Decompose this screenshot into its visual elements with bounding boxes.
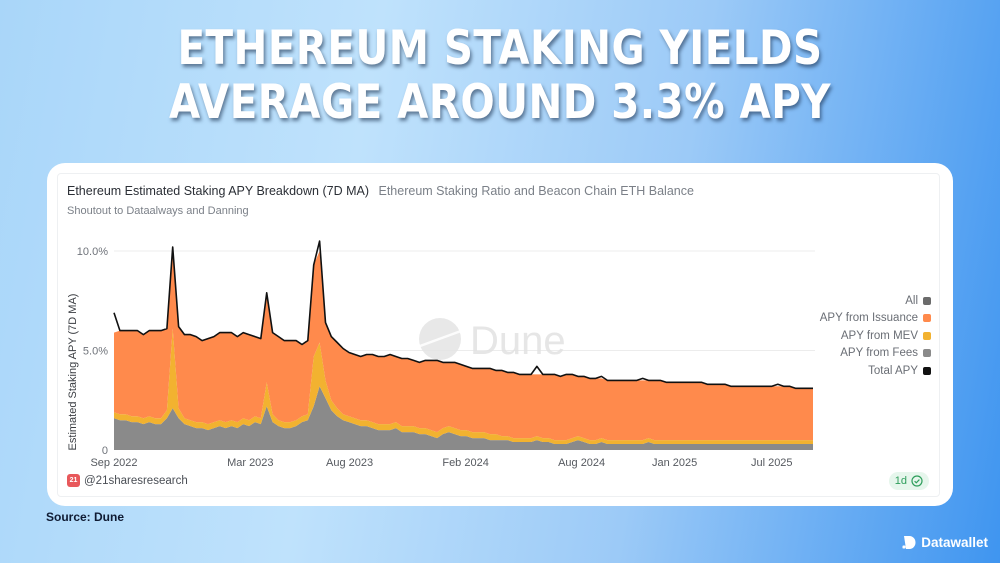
legend-item-total-apy[interactable]: Total APY	[820, 362, 931, 380]
refresh-badge[interactable]: 1d	[888, 472, 929, 490]
legend-swatch-icon	[923, 349, 931, 358]
author-handle[interactable]: 21 @21sharesresearch	[67, 474, 188, 487]
datawallet-brand: Datawallet	[902, 535, 988, 550]
area-apy-from-fees	[114, 386, 813, 450]
chart-title-row: Ethereum Estimated Staking APY Breakdown…	[67, 184, 694, 198]
x-tick-label: Sep 2022	[90, 457, 137, 469]
legend-label: Total APY	[868, 364, 918, 377]
legend-label: APY from MEV	[840, 329, 918, 342]
area-apy-from-issuance	[114, 247, 813, 441]
chart-card: Ethereum Estimated Staking APY Breakdown…	[47, 163, 953, 506]
legend-swatch-icon	[923, 314, 931, 323]
x-axis-ticks: Sep 2022 Mar 2023 Aug 2023 Feb 2024 Aug 2024…	[90, 457, 792, 469]
y-tick-label: 5.0%	[83, 346, 108, 358]
x-tick-label: Aug 2023	[326, 457, 373, 469]
legend-label: APY from Fees	[840, 347, 918, 360]
y-tick-label: 0	[102, 445, 108, 457]
x-tick-label: Mar 2023	[227, 457, 273, 469]
x-tick-label: Aug 2024	[558, 457, 605, 469]
legend-item-apy-from-fees[interactable]: APY from Fees	[820, 345, 931, 363]
legend-label: All	[905, 294, 918, 307]
check-circle-icon	[911, 475, 923, 487]
legend-swatch-icon	[923, 296, 931, 305]
y-axis-ticks: 0 5.0% 10.0%	[77, 246, 108, 457]
svg-text:Dune: Dune	[470, 319, 566, 363]
chart-title: Ethereum Estimated Staking APY Breakdown…	[67, 184, 369, 198]
total-apy-line	[113, 240, 813, 390]
brand-name: Datawallet	[921, 535, 988, 550]
headline-line-2: AVERAGE AROUND 3.3% APY	[169, 75, 831, 130]
chart-legend: All APY from Issuance APY from MEV APY from…	[820, 292, 931, 380]
legend-item-all[interactable]: All	[820, 292, 931, 310]
y-tick-label: 10.0%	[77, 246, 108, 258]
x-tick-label: Jul 2025	[751, 457, 793, 469]
author-name: @21sharesresearch	[84, 474, 188, 487]
21shares-logo-icon: 21	[67, 474, 80, 487]
chart-subtitle: Shoutout to Dataalways and Danning	[67, 205, 249, 217]
headline: ETHEREUM STAKING YIELDS AVERAGE AROUND 3…	[70, 22, 930, 130]
x-tick-label: Feb 2024	[442, 457, 488, 469]
y-axis-label: Estimated Staking APY (7D MA)	[67, 294, 79, 451]
dune-panel: Ethereum Estimated Staking APY Breakdown…	[57, 173, 940, 497]
legend-swatch-icon	[923, 331, 931, 340]
legend-label: APY from Issuance	[819, 312, 918, 325]
tab-staking-ratio[interactable]: Ethereum Staking Ratio and Beacon Chain …	[378, 184, 694, 198]
refresh-interval: 1d	[894, 475, 907, 487]
dune-watermark: Dune	[419, 318, 566, 363]
legend-item-apy-from-mev[interactable]: APY from MEV	[820, 327, 931, 345]
source-caption: Source: Dune	[46, 510, 125, 524]
datawallet-logo-icon	[902, 536, 916, 549]
headline-line-1: ETHEREUM STAKING YIELDS	[177, 21, 823, 76]
legend-swatch-icon	[923, 366, 931, 375]
chart-plot: Dune 0 5.0% 10.0% Sep 2022 Mar 2023 Aug 2023…	[67, 240, 815, 469]
x-tick-label: Jan 2025	[652, 457, 697, 469]
legend-item-apy-from-issuance[interactable]: APY from Issuance	[820, 310, 931, 328]
stacked-areas	[114, 247, 813, 450]
